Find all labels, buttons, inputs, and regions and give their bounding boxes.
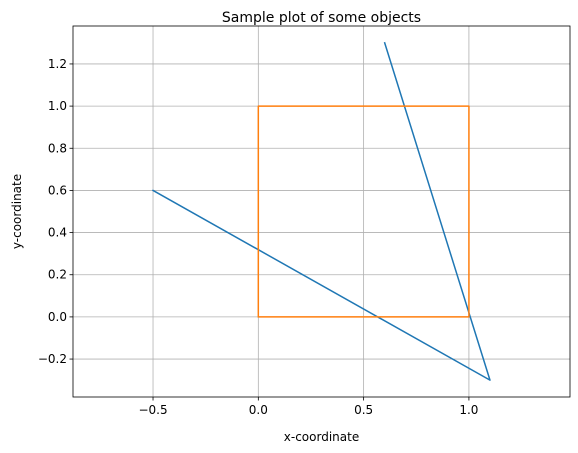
tick-layer: −0.5 0.0 0.5 1.0 −0.2 0.0 0.2 0.4 0.6 0.8 1.0 1.2 xyxy=(38,57,479,417)
y-tick-label: 1.0 xyxy=(48,99,67,113)
y-axis-label: y-coordinate xyxy=(10,174,24,249)
y-tick-label: −0.2 xyxy=(38,352,67,366)
y-tick-label: 0.4 xyxy=(48,226,67,240)
series-layer xyxy=(152,41,491,381)
y-tick-label: 0.0 xyxy=(48,310,67,324)
plot-frame xyxy=(72,25,571,398)
series-line-2 xyxy=(257,105,470,318)
x-tick-label: 1.0 xyxy=(459,403,478,417)
series-line-1 xyxy=(152,41,491,381)
chart-title: Sample plot of some objects xyxy=(222,10,421,26)
y-tick-label: 0.6 xyxy=(48,183,67,197)
x-tick-label: 0.5 xyxy=(354,403,373,417)
y-tick-label: 0.2 xyxy=(48,268,67,282)
x-tick-label: 0.0 xyxy=(249,403,268,417)
y-tick-label: 0.8 xyxy=(48,141,67,155)
x-axis-label: x-coordinate xyxy=(284,430,359,444)
x-tick-label: −0.5 xyxy=(138,403,167,417)
y-tick-label: 1.2 xyxy=(48,57,67,71)
